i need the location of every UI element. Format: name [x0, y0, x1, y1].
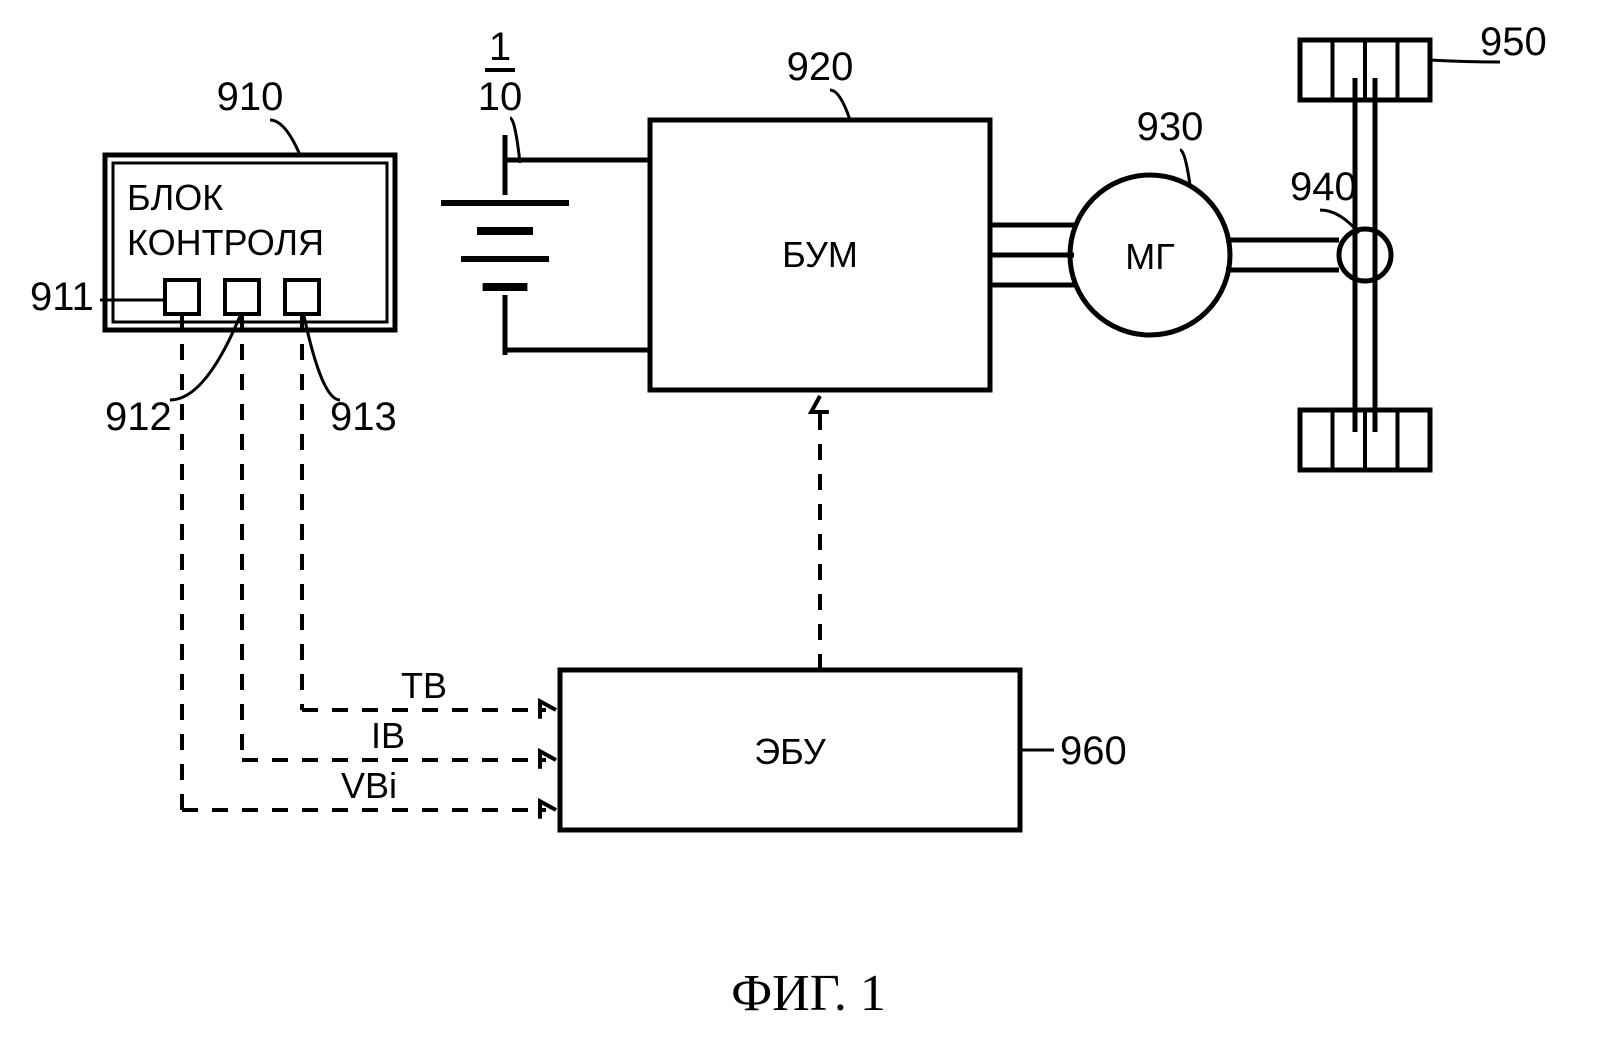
mg-label: МГ	[1125, 236, 1174, 277]
system-ref: 1	[489, 25, 511, 69]
signal-vbi: VBi	[341, 765, 397, 806]
ref-912: 912	[105, 395, 172, 439]
figure-caption: ФИГ. 1	[731, 965, 886, 1022]
ref-10: 10	[478, 75, 523, 119]
ref-940: 940	[1290, 165, 1357, 209]
pcu-label: БУМ	[782, 234, 858, 275]
ecu-label: ЭБУ	[754, 731, 827, 772]
control-block-label-2: КОНТРОЛЯ	[127, 222, 324, 263]
ref-910: 910	[217, 75, 284, 119]
ref-920: 920	[787, 45, 854, 89]
ref-911: 911	[30, 275, 94, 319]
ref-913: 913	[330, 395, 397, 439]
control-block-label-1: БЛОК	[127, 177, 223, 218]
ref-960: 960	[1060, 729, 1127, 773]
signal-ib: IB	[371, 715, 405, 756]
ref-950: 950	[1480, 20, 1547, 64]
signal-tb: TB	[401, 665, 447, 706]
ref-930: 930	[1137, 105, 1204, 149]
